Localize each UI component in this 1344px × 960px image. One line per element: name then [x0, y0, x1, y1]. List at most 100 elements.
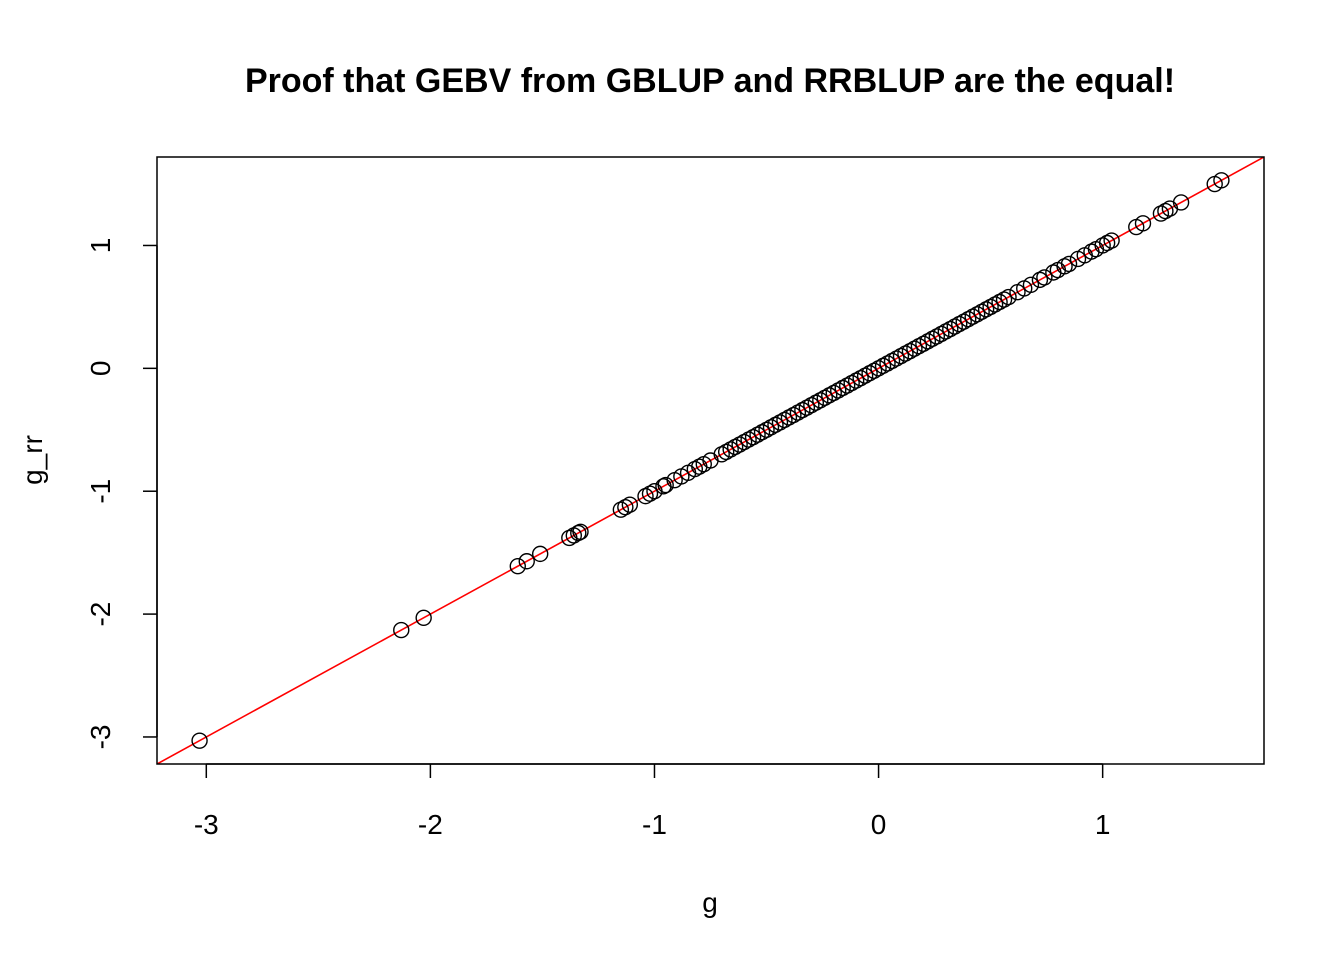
data-point	[928, 328, 946, 345]
data-point	[612, 501, 630, 518]
data-point	[951, 315, 968, 333]
data-point	[807, 394, 825, 411]
data-point	[767, 416, 784, 434]
data-point	[982, 298, 999, 316]
data-point	[955, 313, 972, 330]
points-layer	[191, 172, 1230, 749]
data-point	[1157, 202, 1174, 220]
data-point	[785, 406, 802, 424]
y-tick-label: -3	[85, 725, 116, 750]
data-point	[933, 325, 950, 343]
data-point	[995, 291, 1013, 308]
data-point	[1000, 288, 1017, 306]
reference-line-layer	[157, 157, 1264, 764]
data-point	[749, 426, 766, 443]
data-point	[977, 301, 995, 318]
plot-area	[156, 156, 1265, 765]
data-point	[1172, 194, 1190, 211]
data-point	[1134, 215, 1152, 232]
data-point	[798, 399, 816, 416]
data-point	[937, 323, 954, 340]
data-point	[816, 389, 833, 407]
data-point	[883, 352, 901, 370]
data-point	[518, 553, 535, 570]
x-tick-label: 1	[1095, 809, 1111, 840]
data-point	[879, 355, 896, 372]
y-tick-label: -2	[85, 602, 116, 627]
data-point	[838, 377, 856, 394]
chart-title: Proof that GEBV from GBLUP and RRBLUP ar…	[245, 62, 1175, 100]
data-point	[1152, 205, 1170, 222]
data-point	[780, 409, 798, 426]
data-point	[964, 308, 981, 325]
y-tick-label: -1	[85, 479, 116, 504]
x-tick-label: 0	[871, 809, 887, 840]
y-tick-label: 1	[85, 238, 116, 254]
data-point	[830, 382, 847, 399]
data-point	[843, 374, 860, 392]
data-point	[1031, 271, 1049, 289]
data-point	[393, 621, 410, 639]
data-point	[771, 414, 789, 431]
data-point	[758, 421, 775, 438]
data-point	[1036, 269, 1053, 286]
data-point	[641, 485, 659, 502]
data-point	[717, 443, 735, 461]
data-point	[1098, 234, 1116, 252]
data-point	[897, 345, 914, 362]
data-point	[960, 310, 977, 328]
data-point	[509, 557, 526, 575]
data-point	[924, 330, 941, 348]
y-axis: -3 -2 -1 0 1	[85, 238, 158, 750]
reference-line	[157, 157, 1264, 764]
data-point	[735, 433, 753, 451]
data-point	[892, 347, 910, 365]
data-point	[906, 340, 923, 357]
data-point	[686, 460, 704, 478]
data-point	[191, 732, 208, 749]
data-point	[968, 306, 986, 323]
data-point	[915, 335, 932, 352]
data-point	[991, 293, 1008, 311]
data-point	[776, 411, 793, 429]
data-point	[973, 303, 990, 321]
x-axis: -3 -2 -1 0 1	[194, 763, 1111, 840]
data-point	[910, 338, 928, 355]
y-tick-label: 0	[85, 361, 116, 377]
data-point	[794, 401, 811, 419]
data-point	[657, 476, 674, 494]
data-point	[637, 487, 654, 505]
data-point	[901, 342, 919, 360]
data-point	[847, 372, 865, 389]
data-point	[803, 397, 820, 414]
data-point	[825, 384, 842, 402]
data-point	[713, 446, 730, 463]
data-point	[874, 357, 892, 375]
data-point	[865, 362, 883, 380]
data-point	[617, 498, 634, 516]
data-point	[1056, 258, 1073, 275]
data-point	[415, 609, 432, 626]
data-point	[570, 524, 587, 542]
data-point	[852, 369, 869, 387]
data-point	[919, 333, 937, 350]
data-point	[942, 320, 959, 338]
x-tick-label: -1	[642, 809, 667, 840]
data-point	[753, 424, 771, 441]
data-point	[1022, 276, 1040, 293]
data-point	[572, 523, 589, 540]
data-point	[731, 436, 748, 453]
data-point	[946, 318, 963, 335]
data-point	[531, 545, 549, 563]
data-point	[1103, 232, 1120, 249]
data-point	[1060, 255, 1078, 273]
data-point	[621, 496, 639, 513]
data-point	[888, 350, 905, 367]
data-point	[861, 365, 878, 382]
data-point	[789, 404, 807, 421]
data-point	[1094, 237, 1111, 254]
y-axis-title: g_rr	[17, 435, 48, 485]
data-point	[1213, 172, 1230, 189]
x-tick-label: -3	[194, 809, 219, 840]
